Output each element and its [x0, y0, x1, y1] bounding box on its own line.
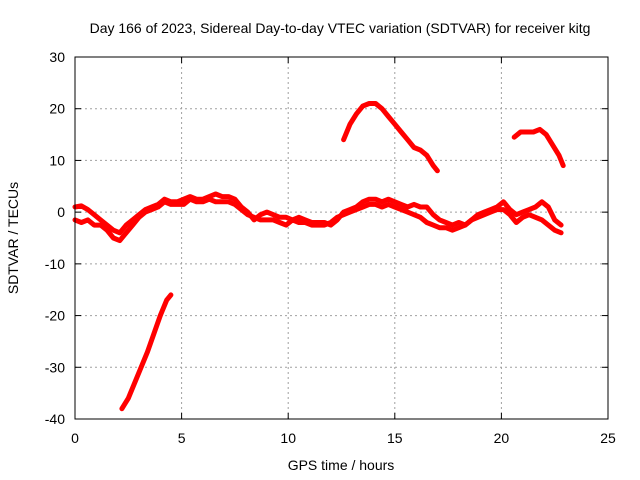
- plot-frame: [74, 56, 609, 420]
- y-tick-label: 10: [49, 152, 65, 168]
- x-tick-labels: 0 5 10 15 20 25: [71, 430, 616, 446]
- y-tick-label: -20: [45, 308, 65, 324]
- x-tick-label: 5: [178, 430, 186, 446]
- x-tick-label: 25: [600, 430, 616, 446]
- y-tick-labels: -40 -30 -20 -10 0 10 20 30: [45, 49, 65, 427]
- series-arc-peak: [341, 101, 440, 174]
- chart-title: Day 166 of 2023, Sidereal Day-to-day VTE…: [90, 20, 591, 36]
- y-tick-label: -30: [45, 359, 65, 375]
- y-tick-label: 0: [57, 204, 65, 220]
- y-tick-label: -40: [45, 411, 65, 427]
- series-arc-main-b: [72, 196, 564, 244]
- x-tick-label: 15: [387, 430, 403, 446]
- y-tick-label: 20: [49, 101, 65, 117]
- data-series: [72, 101, 566, 412]
- x-axis-label: GPS time / hours: [288, 457, 395, 473]
- y-axis-label: SDTVAR / TECUs: [5, 182, 21, 294]
- x-tick-label: 0: [71, 430, 79, 446]
- y-tick-label: 30: [49, 49, 65, 65]
- y-tick-label: -10: [45, 256, 65, 272]
- x-tick-label: 10: [280, 430, 296, 446]
- series-arc-late: [511, 126, 566, 169]
- series-arc-dip: [119, 292, 174, 412]
- x-tick-label: 20: [494, 430, 510, 446]
- axis-ticks: [74, 56, 609, 420]
